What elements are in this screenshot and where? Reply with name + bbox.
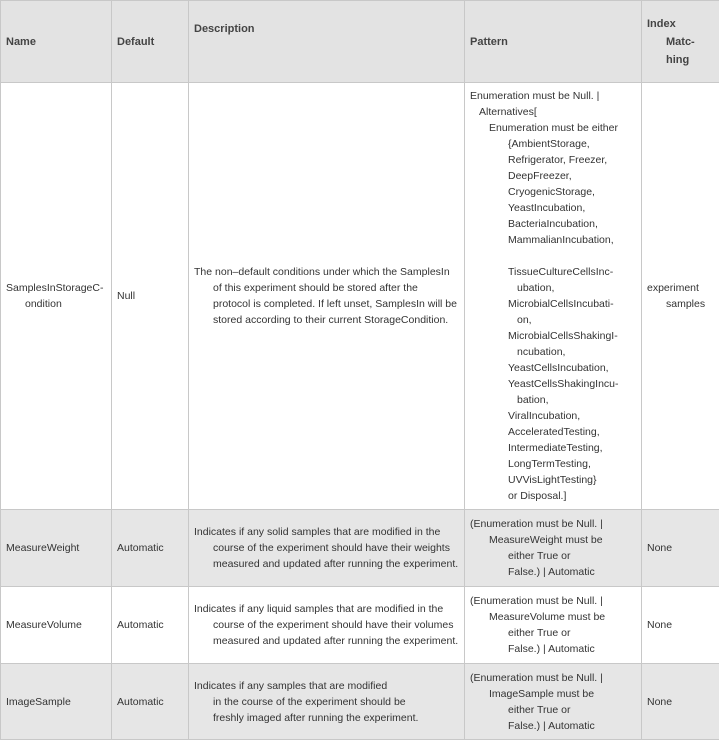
cell-pattern-line: (Enumeration must be Null. | [470, 593, 636, 609]
cell-pattern-line: TissueCultureCellsInc- [470, 264, 636, 280]
cell-name: ImageSample [1, 664, 112, 740]
cell-name: MeasureWeight [1, 510, 112, 587]
header-name: Name [1, 1, 112, 83]
cell-pattern-line: bation, [470, 392, 636, 408]
cell-pattern-line: CryogenicStorage, [470, 184, 636, 200]
cell-description-line: measured and updated after running the e… [194, 633, 459, 649]
cell-pattern: (Enumeration must be Null. |MeasureWeigh… [465, 510, 642, 587]
cell-pattern-line: BacteriaIncubation, [470, 216, 636, 232]
cell-index-matching-line: None [647, 694, 714, 710]
cell-pattern-line: Enumeration must be Null. | [470, 88, 636, 104]
cell-name-line: ondition [6, 296, 106, 312]
table-row: MeasureWeight Automatic Indicates if any s… [1, 510, 719, 587]
cell-pattern: (Enumeration must be Null. |MeasureVolum… [465, 587, 642, 664]
table-row: MeasureVolume Automatic Indicates if any l… [1, 587, 719, 664]
cell-description-line: of this experiment should be stored afte… [194, 280, 459, 296]
cell-pattern-line: (Enumeration must be Null. | [470, 670, 636, 686]
cell-pattern-line: ViralIncubation, [470, 408, 636, 424]
cell-description-line: course of the experiment should have the… [194, 617, 459, 633]
cell-pattern-line: either True or [470, 625, 636, 641]
cell-pattern-line: either True or [470, 702, 636, 718]
cell-pattern-line: (Enumeration must be Null. | [470, 516, 636, 532]
cell-description-line: The non–default conditions under which t… [194, 264, 459, 280]
cell-description-line: in the course of the experiment should b… [194, 694, 459, 710]
cell-description-line: protocol is completed. If left unset, Sa… [194, 296, 459, 312]
cell-name-line: ImageSample [6, 694, 106, 710]
cell-index-matching: None [642, 587, 719, 664]
cell-pattern-line: False.) | Automatic [470, 564, 636, 580]
cell-default-line: Automatic [117, 540, 183, 556]
cell-name: SamplesInStorageC-ondition [1, 83, 112, 510]
cell-default: Automatic [112, 587, 189, 664]
cell-pattern-line: MeasureWeight must be [470, 532, 636, 548]
cell-pattern: Enumeration must be Null. |Alternatives[… [465, 83, 642, 510]
cell-description-line: Indicates if any liquid samples that are… [194, 601, 459, 617]
cell-name-line: SamplesInStorageC- [6, 280, 106, 296]
cell-pattern: (Enumeration must be Null. |ImageSample … [465, 664, 642, 740]
cell-pattern-line: or Disposal.] [470, 488, 636, 504]
cell-default: Automatic [112, 510, 189, 587]
header-index-matching: Index Matc- hing [642, 1, 719, 83]
cell-pattern-line [470, 248, 636, 264]
cell-description: Indicates if any liquid samples that are… [189, 587, 465, 664]
table-row: SamplesInStorageC-ondition Null The non–de… [1, 83, 719, 510]
table-row: ImageSample Automatic Indicates if any sam… [1, 664, 719, 740]
cell-description: Indicates if any samples that are modifi… [189, 664, 465, 740]
cell-pattern-line: {AmbientStorage, [470, 136, 636, 152]
cell-index-matching-line: None [647, 617, 714, 633]
cell-pattern-line: either True or [470, 548, 636, 564]
cell-pattern-line: MammalianIncubation, [470, 232, 636, 248]
cell-pattern-line: LongTermTesting, [470, 456, 636, 472]
header-index-line: hing [647, 51, 714, 69]
cell-description-line: stored according to their current Storag… [194, 312, 459, 328]
cell-pattern-line: Enumeration must be either [470, 120, 636, 136]
header-index-line: Matc- [647, 33, 714, 51]
cell-description-line: course of the experiment should have the… [194, 540, 459, 556]
cell-index-matching: None [642, 510, 719, 587]
header-default: Default [112, 1, 189, 83]
cell-description-line: Indicates if any solid samples that are … [194, 524, 459, 540]
cell-pattern-line: YeastIncubation, [470, 200, 636, 216]
cell-default-line: Automatic [117, 617, 183, 633]
cell-name-line: MeasureWeight [6, 540, 106, 556]
cell-pattern-line: MicrobialCellsIncubati- [470, 296, 636, 312]
cell-index-matching-line: None [647, 540, 714, 556]
cell-index-matching: None [642, 664, 719, 740]
cell-description: Indicates if any solid samples that are … [189, 510, 465, 587]
cell-default-line: Null [117, 288, 183, 304]
cell-name: MeasureVolume [1, 587, 112, 664]
header-description: Description [189, 1, 465, 83]
cell-description-line: freshly imaged after running the experim… [194, 710, 459, 726]
cell-pattern-line: UVVisLightTesting} [470, 472, 636, 488]
header-row: Name Default Description Pattern Index M… [1, 1, 719, 83]
cell-pattern-line: AcceleratedTesting, [470, 424, 636, 440]
cell-pattern-line: False.) | Automatic [470, 641, 636, 657]
cell-pattern-line: MeasureVolume must be [470, 609, 636, 625]
cell-pattern-line: on, [470, 312, 636, 328]
cell-description: The non–default conditions under which t… [189, 83, 465, 510]
cell-pattern-line: Alternatives[ [470, 104, 636, 120]
cell-pattern-line: YeastCellsShakingIncu- [470, 376, 636, 392]
cell-index-matching-line: experiment [647, 280, 714, 296]
cell-default-line: Automatic [117, 694, 183, 710]
cell-name-line: MeasureVolume [6, 617, 106, 633]
cell-pattern-line: ncubation, [470, 344, 636, 360]
cell-pattern-line: ImageSample must be [470, 686, 636, 702]
cell-pattern-line: Refrigerator, Freezer, [470, 152, 636, 168]
cell-index-matching-line: samples [647, 296, 714, 312]
cell-pattern-line: ubation, [470, 280, 636, 296]
cell-pattern-line: YeastCellsIncubation, [470, 360, 636, 376]
cell-default: Null [112, 83, 189, 510]
cell-description-line: Indicates if any samples that are modifi… [194, 678, 459, 694]
cell-pattern-line: MicrobialCellsShakingI- [470, 328, 636, 344]
cell-pattern-line: IntermediateTesting, [470, 440, 636, 456]
cell-default: Automatic [112, 664, 189, 740]
header-pattern: Pattern [465, 1, 642, 83]
cell-pattern-line: DeepFreezer, [470, 168, 636, 184]
header-index-line: Index [647, 15, 714, 33]
cell-pattern-line: False.) | Automatic [470, 718, 636, 734]
cell-description-line: measured and updated after running the e… [194, 556, 459, 572]
